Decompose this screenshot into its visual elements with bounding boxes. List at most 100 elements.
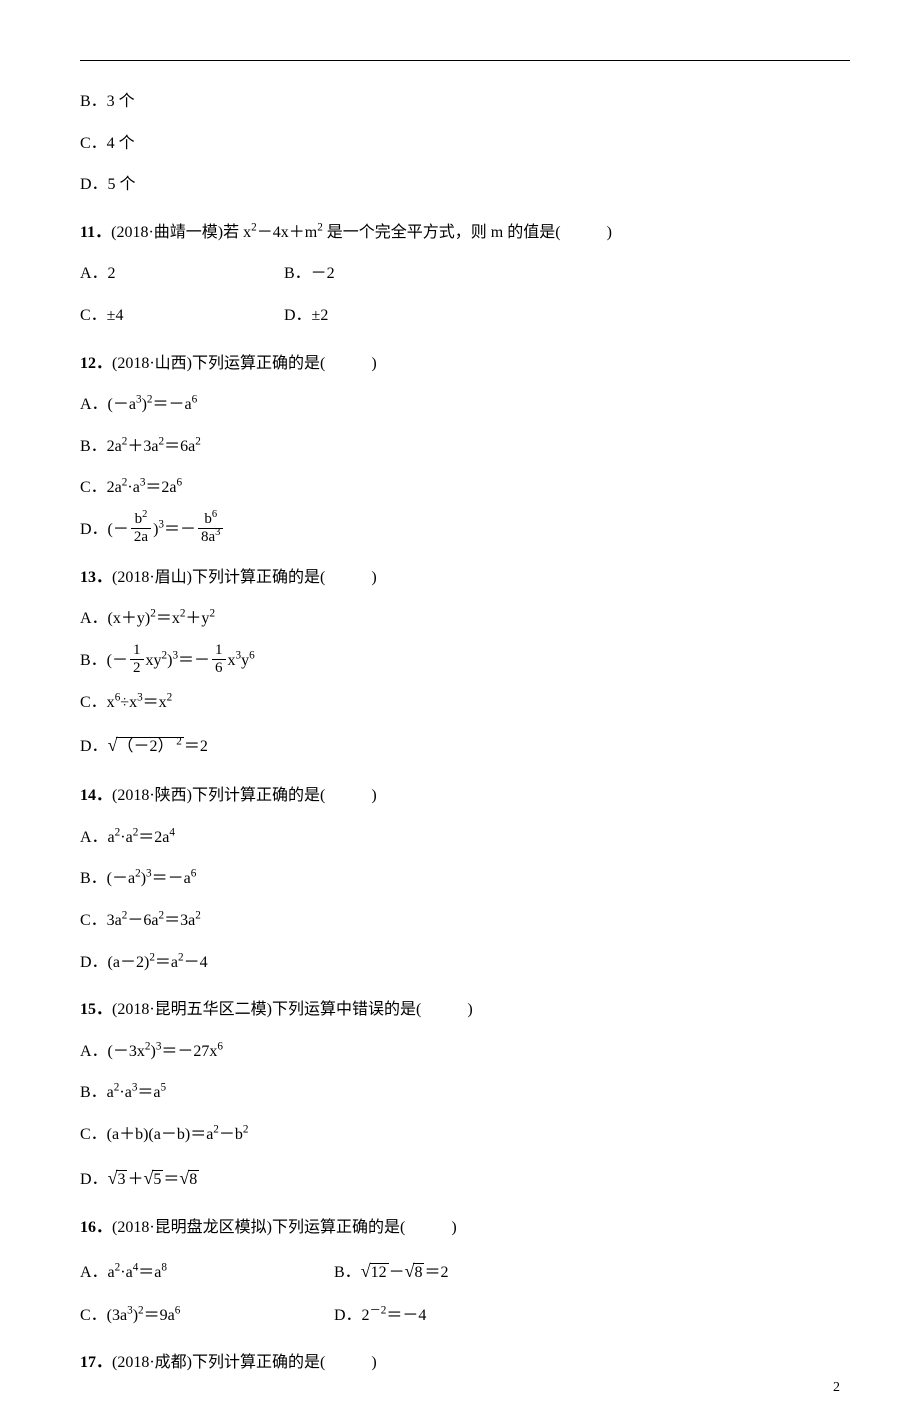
text: B． [334,1264,361,1281]
q12-option-b: B．2a2＋3a2＝6a2 [80,430,850,464]
q12-option-a: A．(－a3)2＝－a6 [80,388,850,422]
text: A．a [80,829,115,846]
q10-option-b: B．3 个 [80,85,850,119]
text: （－2） [117,738,173,755]
q16-stem: 16．(2018·昆明盘龙区模拟)下列运算正确的是() [80,1211,850,1245]
sup: 2 [167,691,173,703]
text: 6 [212,660,226,676]
text: ＝2 [424,1264,448,1281]
q14-stem: 14．(2018·陕西)下列计算正确的是() [80,779,850,813]
text: D． [80,1171,108,1188]
text: ·a [127,479,139,496]
sup: 2 [243,1124,249,1136]
text: C．x [80,694,115,711]
q14-option-d: D．(a－2)2＝a2－4 [80,946,850,980]
fraction: 16 [212,643,226,676]
q13-number: 13． [80,569,112,586]
text: ) [371,355,376,372]
q12-number: 12． [80,355,112,372]
text: 12 [370,1263,389,1282]
sup: －2 [370,1304,387,1316]
text: ＝2a [145,479,176,496]
q16-source: (2018·昆明盘龙区模拟) [112,1219,272,1236]
text: ＝－ [164,521,196,538]
text: ＝a [138,1264,161,1281]
text: B．a [80,1084,114,1101]
text: ) [451,1219,456,1236]
sup: 6 [192,394,198,406]
q12-stem: 12．(2018·山西)下列运算正确的是() [80,347,850,381]
text: 下列运算正确的是( [272,1219,405,1236]
text: B．(－ [80,652,128,669]
text: ) [371,787,376,804]
top-rule [80,60,850,61]
text: ＝3a [164,912,195,929]
text: ＝－4 [386,1307,426,1324]
q14-number: 14． [80,787,112,804]
text: A．(x＋y) [80,610,150,627]
text: D． [80,738,108,755]
text: A．a [80,1264,115,1281]
q13-stem: 13．(2018·眉山)下列计算正确的是() [80,561,850,595]
text: C．3a [80,912,122,929]
text: －4x＋m [257,224,317,241]
q11-source: (2018·曲靖一模) [111,224,223,241]
sup: 2 [195,435,201,447]
fraction: 12 [130,643,144,676]
text: 下列计算正确的是( [192,569,325,586]
sqrt: √12 [361,1253,389,1291]
sup: 6 [212,509,217,520]
sqrt: √3 [108,1160,128,1198]
sup: 6 [217,1040,223,1052]
text: －6a [127,912,158,929]
q16-number: 16． [80,1219,112,1236]
text: ) [467,1001,472,1018]
sqrt: √（－2） 2 [108,727,184,765]
text: 2 [130,660,144,676]
q11-row-cd: C．±4 D．±2 [80,299,850,333]
text: A．(－a [80,396,136,413]
q15-option-c: C．(a＋b)(a－b)＝a2－b2 [80,1118,850,1152]
fraction: b2 2a [131,512,151,545]
q16-option-c: C．(3a3)2＝9a6 [80,1299,330,1333]
q11-number: 11． [80,224,111,241]
sup: 5 [161,1082,167,1094]
q13-option-c: C．x6÷x3＝x2 [80,686,850,720]
q13-option-a: A．(x＋y)2＝x2＋y2 [80,602,850,636]
q17-number: 17． [80,1354,112,1371]
text: ＝x [156,610,180,627]
text: ＋3a [127,438,158,455]
text: D．(a－2) [80,954,149,971]
text: 1 [130,643,144,660]
text: ÷x [120,694,137,711]
text: ) [371,1354,376,1371]
text: xy [146,652,162,669]
page-number: 2 [833,1380,840,1396]
text: 2a [131,529,151,545]
text: ＝x [143,694,167,711]
text: 若 x [223,224,251,241]
q10-option-d: D．5 个 [80,168,850,202]
text: ·a [120,1264,132,1281]
q12-option-d: D．(－b22a)3＝－b68a3 [80,513,850,547]
text: 下列运算正确的是( [192,355,325,372]
text: 8 [413,1263,424,1282]
text: ＋y [185,610,209,627]
q14-option-b: B．(－a2)3＝－a6 [80,862,850,896]
text: C．(a＋b)(a－b)＝a [80,1126,213,1143]
text: － [389,1264,405,1281]
fraction: b68a3 [198,512,223,545]
sup: 6 [249,650,255,662]
text: b [135,511,143,527]
q16-option-d: D．2－2＝－4 [334,1307,426,1324]
text: 下列计算正确的是( [192,1354,325,1371]
q11-option-c: C．±4 [80,299,280,333]
sqrt: √8 [179,1160,199,1198]
sqrt: √5 [143,1160,163,1198]
sup: 6 [175,1304,181,1316]
sup: 2 [173,736,181,748]
sup: 8 [161,1262,167,1274]
q15-option-a: A．(－3x2)3＝－27x6 [80,1035,850,1069]
text: y [241,652,249,669]
sup: 2 [142,509,147,520]
